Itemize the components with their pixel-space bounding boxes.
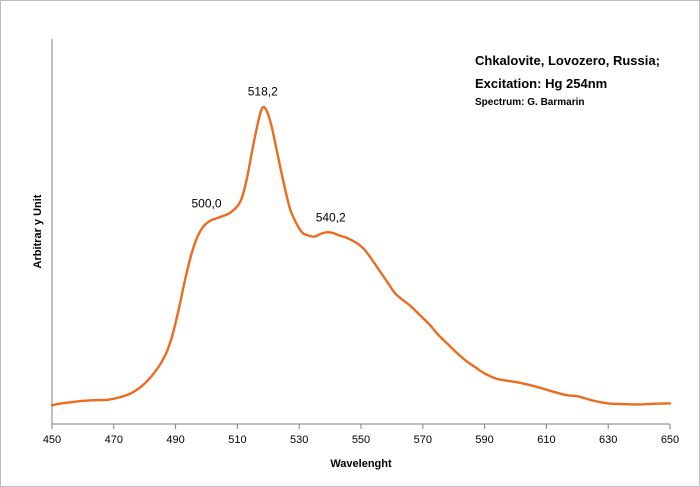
x-tick-label: 490: [166, 434, 184, 446]
x-axis-title: Wavelenght: [330, 458, 392, 470]
peak-labels: 500,0 518,2 540,2: [191, 84, 346, 224]
x-tick-label: 610: [537, 434, 555, 446]
x-tick-label: 530: [290, 434, 308, 446]
series-line: [50, 105, 672, 407]
peak-label: 500,0: [191, 196, 221, 210]
x-tick-label: 470: [105, 434, 123, 446]
x-ticks: 450 470 490 510 530 550 570 590 610 630 650: [43, 424, 679, 446]
x-tick-label: 590: [475, 434, 493, 446]
peak-label: 518,2: [248, 84, 278, 98]
x-tick-label: 630: [599, 434, 617, 446]
x-tick-label: 570: [414, 434, 432, 446]
annotation-sample: Chkalovite, Lovozero, Russia;: [475, 53, 660, 68]
y-axis-title: Arbitrar y Unit: [32, 194, 44, 268]
annotation-credit: Spectrum: G. Barmarin: [475, 97, 584, 108]
x-tick-label: 650: [661, 434, 679, 446]
peak-label: 540,2: [316, 211, 346, 225]
x-tick-label: 550: [352, 434, 370, 446]
x-tick-label: 450: [43, 434, 61, 446]
annotation-excitation: Excitation: Hg 254nm: [475, 76, 607, 91]
x-tick-label: 510: [228, 434, 246, 446]
